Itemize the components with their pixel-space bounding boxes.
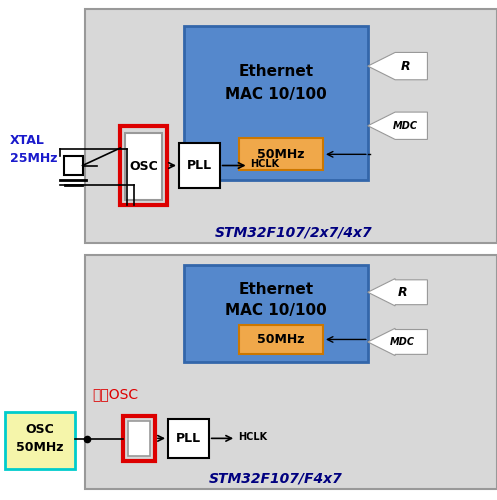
Bar — [125, 133, 162, 200]
Text: OSC: OSC — [129, 160, 158, 173]
Bar — [64, 156, 83, 175]
Text: 50MHz: 50MHz — [16, 441, 64, 454]
Text: STM32F107/F4x7: STM32F107/F4x7 — [209, 472, 343, 486]
Text: HCLK: HCLK — [250, 159, 280, 169]
Text: PLL: PLL — [176, 432, 201, 445]
Text: STM32F107/2x7/4x7: STM32F107/2x7/4x7 — [214, 226, 372, 239]
Text: XTAL: XTAL — [10, 134, 45, 147]
Bar — [168, 419, 209, 458]
Bar — [239, 138, 323, 170]
Bar — [5, 412, 75, 469]
Text: MAC 10/100: MAC 10/100 — [225, 87, 327, 102]
Text: HCLK: HCLK — [238, 432, 267, 442]
Text: MAC 10/100: MAC 10/100 — [225, 304, 327, 318]
Bar — [239, 324, 323, 354]
Text: 少了OSC: 少了OSC — [92, 387, 138, 401]
Bar — [184, 265, 368, 362]
Text: Ethernet: Ethernet — [238, 64, 314, 78]
Text: MDC: MDC — [390, 337, 415, 347]
Text: 50MHz: 50MHz — [257, 148, 305, 161]
Bar — [120, 126, 167, 206]
Bar — [123, 416, 155, 461]
Text: R: R — [400, 60, 410, 72]
Polygon shape — [368, 112, 427, 140]
Polygon shape — [368, 52, 427, 80]
Text: 50MHz: 50MHz — [257, 333, 305, 346]
Text: OSC: OSC — [25, 422, 54, 436]
Text: MDC: MDC — [393, 120, 417, 130]
Bar — [128, 422, 150, 456]
Text: R: R — [398, 286, 408, 298]
Bar — [85, 255, 497, 488]
Bar — [179, 143, 220, 188]
Text: 25MHz: 25MHz — [10, 152, 58, 164]
Text: Ethernet: Ethernet — [238, 282, 314, 297]
Bar — [184, 26, 368, 180]
Bar — [85, 9, 497, 242]
Polygon shape — [368, 278, 427, 306]
Text: PLL: PLL — [187, 159, 212, 172]
Polygon shape — [368, 328, 427, 355]
